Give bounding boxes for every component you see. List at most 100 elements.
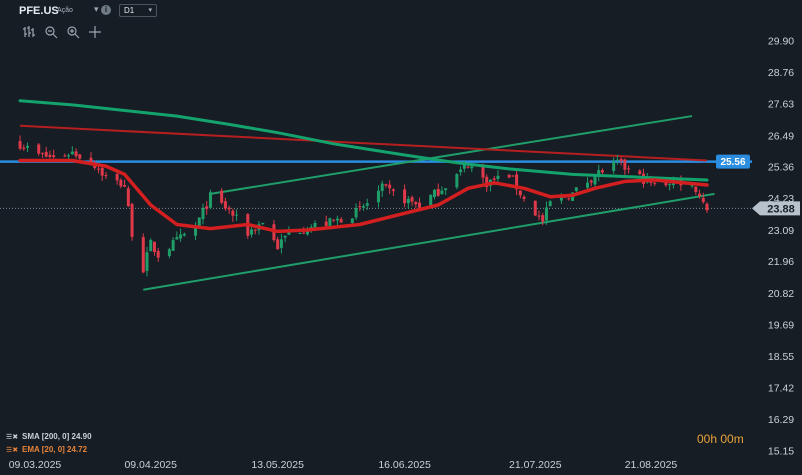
candle-body (332, 219, 336, 221)
candle-body (705, 203, 709, 211)
sma-200-line (18, 99, 709, 182)
x-tick-label: 21.07.2025 (509, 459, 562, 471)
zoom-out-icon[interactable] (44, 25, 58, 39)
y-tick-label: 23.09 (768, 225, 794, 237)
chart-toolbar: PFE.US Ação ▾ i D1 ▾ (0, 0, 802, 39)
x-tick-label: 13.05.2025 (251, 459, 304, 471)
legend-settings-icon[interactable]: ☰✖ (6, 447, 19, 454)
candle-body (496, 175, 500, 180)
indicator-layer (0, 115, 752, 291)
candle-body (511, 175, 515, 177)
candle-body (492, 178, 496, 180)
candle-body (18, 141, 22, 149)
candle-body (279, 239, 283, 248)
timeframe-select[interactable]: D1 ▾ (119, 4, 157, 17)
candle-body (201, 207, 205, 220)
candle-body (78, 154, 82, 159)
candle-body (171, 240, 175, 251)
last-price-label: 23.88 (767, 203, 795, 215)
candle-body (533, 200, 537, 216)
candle-body (403, 189, 407, 204)
last-price-tag (752, 201, 800, 216)
candle-body (559, 195, 563, 201)
axis-labels-layer: 29.9028.7627.6326.4925.3624.2323.0921.96… (9, 36, 800, 471)
candle-body (638, 170, 642, 175)
candle-body (410, 197, 414, 202)
candle-body (179, 234, 183, 239)
candle-body (335, 218, 339, 221)
candle-body (96, 168, 100, 170)
candle-body (261, 223, 265, 225)
candle-body (362, 206, 366, 208)
candle-body (123, 185, 127, 187)
candle-body (365, 203, 369, 206)
candle-body (574, 187, 578, 191)
trendline-channel-upper (210, 115, 693, 195)
bar-chart-icon[interactable] (22, 25, 36, 39)
trendline-channel-lower (143, 192, 715, 291)
candle-body (298, 233, 302, 235)
y-tick-label: 21.96 (768, 256, 794, 268)
x-tick-label: 09.04.2025 (124, 459, 177, 471)
candle-body (152, 241, 156, 252)
candle-body (455, 173, 459, 188)
candle-body (182, 233, 186, 236)
candle-body (698, 193, 702, 197)
candle-body (384, 184, 388, 186)
candle-body (220, 190, 224, 203)
y-tick-label: 26.49 (768, 130, 794, 142)
candle-body (197, 217, 201, 227)
candle-body (309, 226, 313, 229)
y-tick-label: 27.63 (768, 99, 794, 111)
info-icon[interactable]: i (101, 5, 111, 15)
candle-body (522, 196, 526, 199)
candle-body (324, 221, 328, 226)
candle-body (205, 206, 209, 209)
instrument-type: Ação (57, 7, 73, 14)
candle-body (104, 175, 108, 177)
candle-body (376, 190, 380, 203)
sma-legend[interactable]: ☰✖ SMA [200, 0] 24.90 (6, 432, 92, 441)
x-tick-label: 21.08.2025 (625, 459, 678, 471)
x-tick-label: 16.06.2025 (378, 459, 431, 471)
ticker-symbol[interactable]: PFE.US (19, 5, 59, 17)
ema-20-line (18, 158, 709, 234)
sma-legend-label: SMA [200, 0] 24.90 (22, 432, 92, 441)
candle-body (235, 214, 239, 216)
candle-body (115, 174, 119, 181)
candle-body (485, 176, 489, 188)
crosshair-icon[interactable] (88, 25, 102, 39)
candle-body (70, 151, 74, 155)
candle-body (358, 206, 362, 208)
candle-body (690, 185, 694, 187)
candle-body (418, 202, 422, 208)
candle-body (208, 192, 212, 208)
candle-body (250, 229, 254, 235)
candle-body (436, 188, 440, 196)
zoom-in-icon[interactable] (66, 25, 80, 39)
candle-body (339, 219, 343, 223)
candle-body (63, 155, 67, 157)
legend-settings-icon[interactable]: ☰✖ (6, 434, 19, 441)
candle-body (589, 180, 593, 183)
candle-body (287, 231, 291, 235)
candle-body (380, 183, 384, 191)
candle-body (354, 208, 358, 218)
y-tick-label: 19.69 (768, 319, 794, 331)
candle-body (548, 201, 552, 207)
candles-layer (18, 99, 709, 277)
candle-body (253, 229, 257, 231)
candle-body (149, 239, 153, 252)
candle-body (623, 159, 627, 170)
ema-legend[interactable]: ☰✖ EMA [20, 0] 24.72 (6, 445, 87, 454)
candle-body (600, 170, 604, 173)
ticker-dropdown-icon[interactable]: ▾ (94, 4, 99, 14)
y-tick-label: 29.90 (768, 36, 794, 48)
candle-body (276, 239, 280, 250)
candle-body (328, 218, 332, 226)
candle-body (627, 168, 631, 170)
candle-body (470, 166, 474, 169)
candle-body (40, 152, 44, 154)
y-tick-label: 17.42 (768, 382, 794, 394)
